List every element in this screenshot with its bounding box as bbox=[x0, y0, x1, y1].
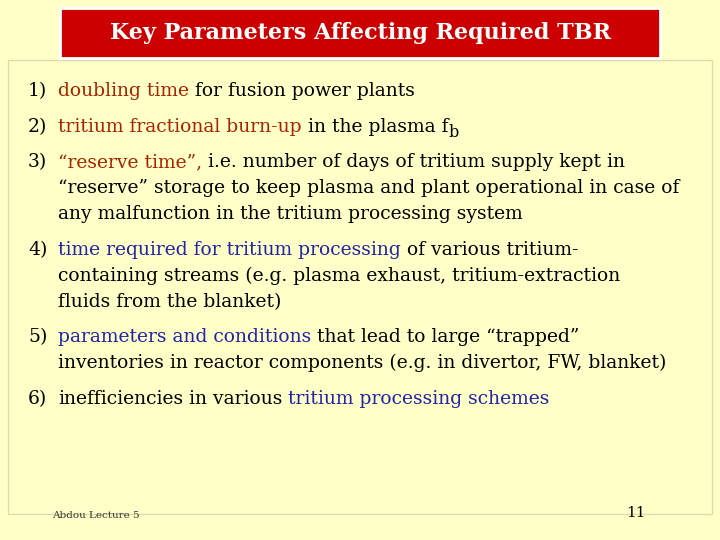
Text: doubling time: doubling time bbox=[58, 82, 189, 100]
Text: inventories in reactor components (e.g. in divertor, FW, blanket): inventories in reactor components (e.g. … bbox=[58, 354, 667, 373]
Text: 2): 2) bbox=[28, 118, 48, 136]
Text: in various: in various bbox=[183, 390, 289, 408]
Text: 6): 6) bbox=[28, 390, 48, 408]
Text: that lead to large “trapped”: that lead to large “trapped” bbox=[311, 328, 580, 346]
Text: 11: 11 bbox=[626, 506, 646, 520]
Text: for fusion power plants: for fusion power plants bbox=[189, 82, 415, 100]
FancyBboxPatch shape bbox=[8, 60, 712, 514]
Text: Abdou Lecture 5: Abdou Lecture 5 bbox=[52, 511, 140, 520]
Text: i.e. number of days of tritium supply kept in: i.e. number of days of tritium supply ke… bbox=[202, 153, 625, 171]
Text: fluids from the blanket): fluids from the blanket) bbox=[58, 293, 282, 310]
Text: containing streams (e.g. plasma exhaust, tritium-extraction: containing streams (e.g. plasma exhaust,… bbox=[58, 267, 620, 285]
Text: in the plasma f: in the plasma f bbox=[302, 118, 448, 136]
FancyBboxPatch shape bbox=[60, 8, 660, 58]
Text: 5): 5) bbox=[28, 328, 48, 346]
Text: “reserve” storage to keep plasma and plant operational in case of: “reserve” storage to keep plasma and pla… bbox=[58, 179, 680, 197]
Text: of various tritium-: of various tritium- bbox=[401, 241, 578, 259]
Text: 4): 4) bbox=[28, 241, 48, 259]
Text: b: b bbox=[448, 124, 459, 140]
Text: 3): 3) bbox=[28, 153, 48, 171]
Text: Key Parameters Affecting Required TBR: Key Parameters Affecting Required TBR bbox=[109, 22, 611, 44]
Text: tritium processing schemes: tritium processing schemes bbox=[289, 390, 550, 408]
Text: any malfunction in the tritium processing system: any malfunction in the tritium processin… bbox=[58, 205, 523, 223]
Text: time required for tritium processing: time required for tritium processing bbox=[58, 241, 401, 259]
Text: parameters and conditions: parameters and conditions bbox=[58, 328, 311, 346]
Text: “reserve time”,: “reserve time”, bbox=[58, 153, 202, 171]
Text: inefficiencies: inefficiencies bbox=[58, 390, 183, 408]
Text: tritium fractional burn-up: tritium fractional burn-up bbox=[58, 118, 302, 136]
Text: 1): 1) bbox=[28, 82, 48, 100]
